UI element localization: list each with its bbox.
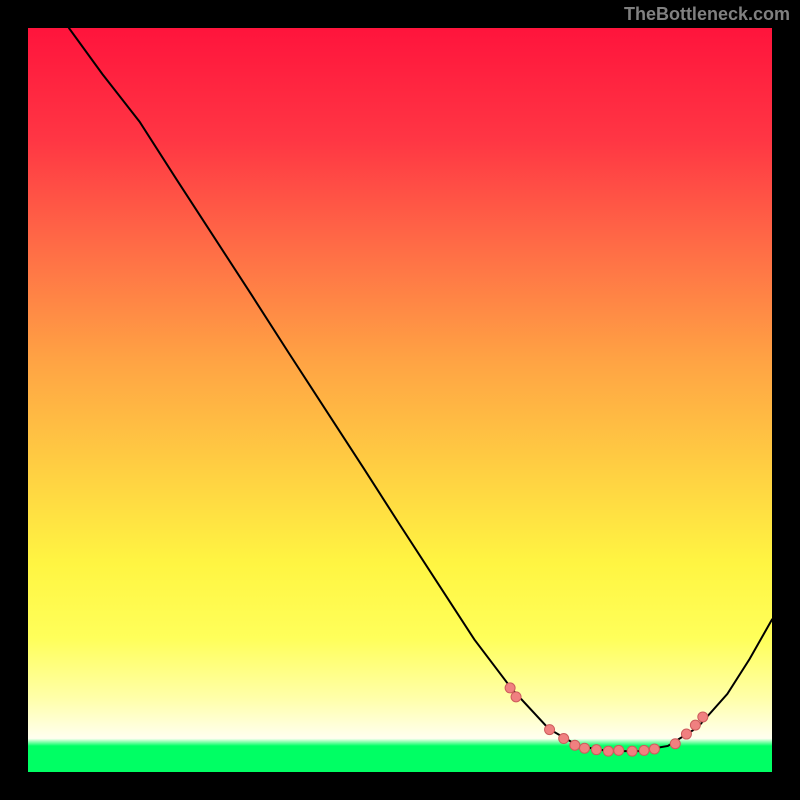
marker-point [559,734,569,744]
marker-point [614,745,624,755]
watermark-label: TheBottleneck.com [624,4,790,25]
marker-point [698,712,708,722]
plot-svg [28,28,772,772]
chart-container: TheBottleneck.com [0,0,800,800]
gradient-background [28,28,772,772]
marker-point [570,740,580,750]
marker-point [681,729,691,739]
marker-point [511,692,521,702]
marker-point [505,683,515,693]
marker-point [690,720,700,730]
marker-point [670,739,680,749]
plot-area [28,28,772,772]
marker-point [603,746,613,756]
marker-point [627,746,637,756]
marker-point [649,744,659,754]
marker-point [545,725,555,735]
marker-point [591,745,601,755]
marker-point [580,743,590,753]
marker-point [639,745,649,755]
